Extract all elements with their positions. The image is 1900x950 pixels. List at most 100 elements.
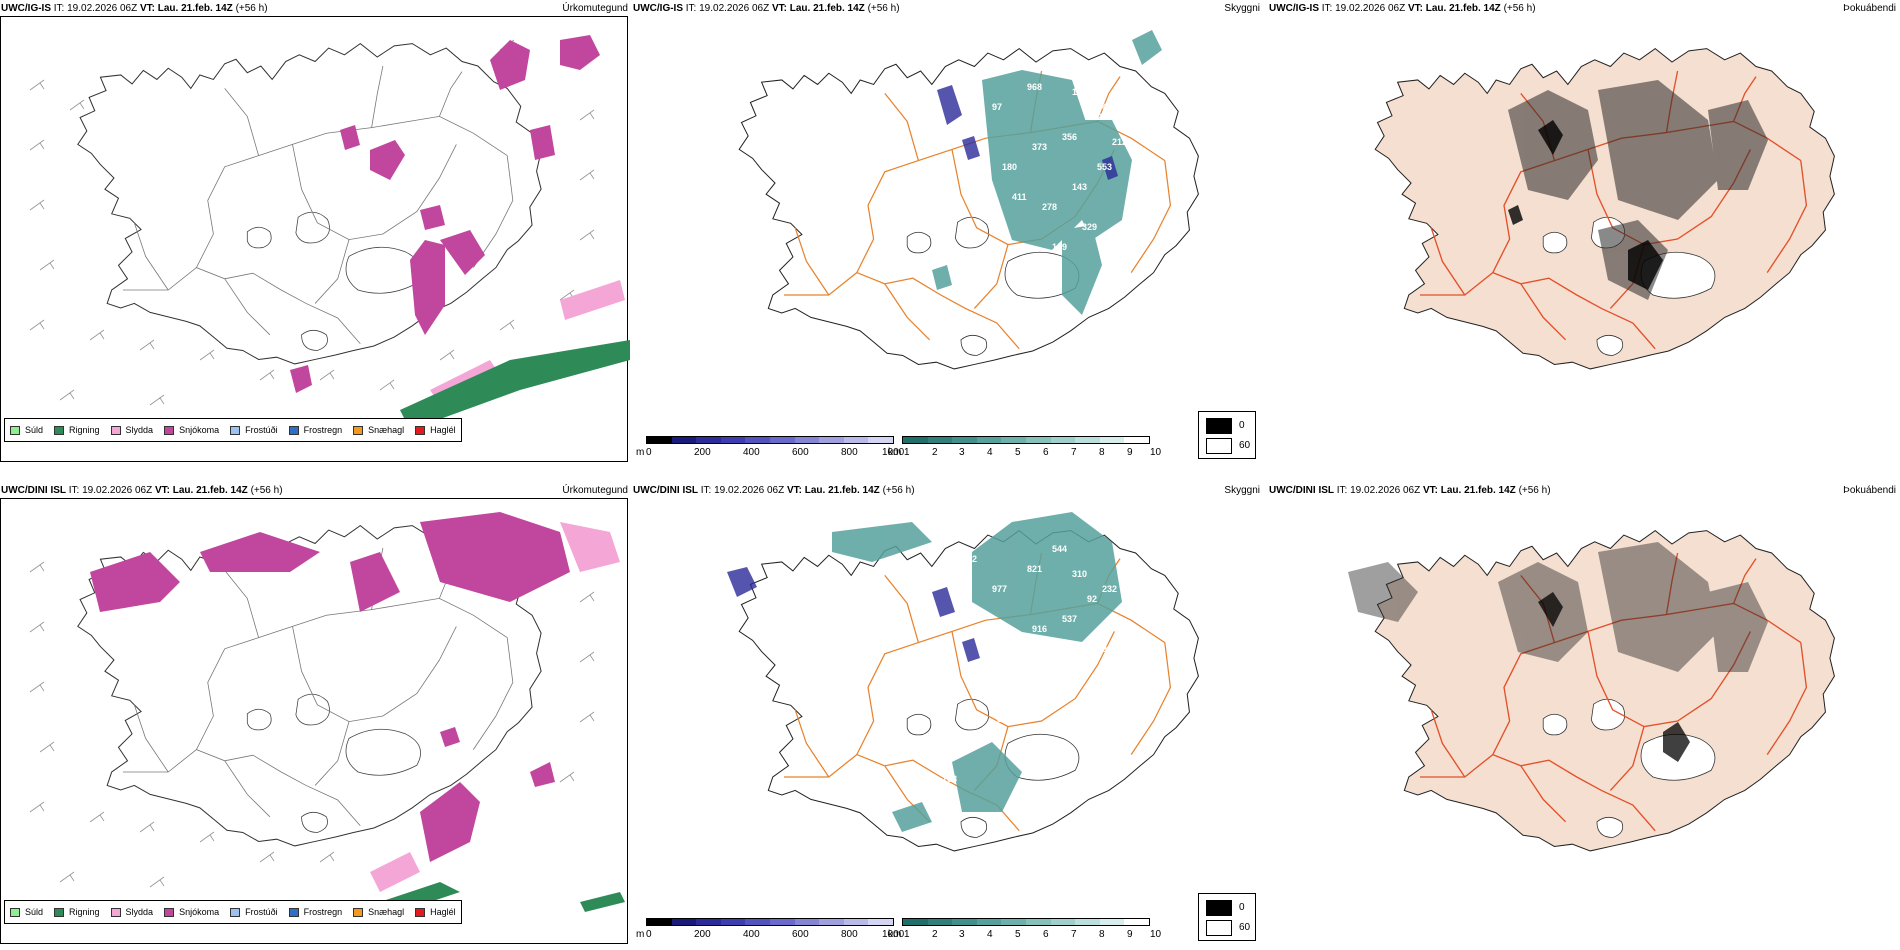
cloud-cover-map xyxy=(1348,530,1835,852)
ceiling-label: 97 xyxy=(992,102,1002,112)
cover-swatch-0 xyxy=(1206,418,1232,434)
ceiling-label: 77 xyxy=(1052,724,1062,734)
cover-swatch-60 xyxy=(1206,438,1232,454)
ceiling-label: 14 xyxy=(932,574,942,584)
panel-ceiling-row1: UWC/IG-IS IT: 19.02.2026 06Z VT: Lau. 21… xyxy=(632,0,1262,465)
ceiling-label: 281 xyxy=(977,182,992,192)
field-title: Úrkomutegund xyxy=(562,3,628,14)
cloud-shading xyxy=(1508,80,1768,300)
ceiling-label: 115 xyxy=(1027,262,1042,272)
ceiling-label: 149 xyxy=(1052,242,1067,252)
ceiling-unit: m xyxy=(636,447,645,458)
field-title: Þokuábendi xyxy=(1843,485,1896,496)
model-name: UWC/IG-IS xyxy=(1,3,51,14)
cover-legend: 0 60 xyxy=(1198,893,1256,941)
field-title: Skyggni xyxy=(1224,485,1260,496)
panel-precip-type-row2: UWC/DINI ISL IT: 19.02.2026 06Z VT: Lau.… xyxy=(0,482,630,947)
it-label: IT: xyxy=(53,3,65,14)
ceiling-label: 553 xyxy=(1097,162,1112,172)
visibility-unit: km xyxy=(888,447,902,458)
precip-type-legend: Súld Rigning Slydda Snjókoma Frostúði Fr… xyxy=(4,900,462,924)
precip-type-legend: Súld Rigning Slydda Snjókoma Frostúði Fr… xyxy=(4,418,462,442)
ceiling-label: 278 xyxy=(1042,202,1057,212)
ceiling-label: 18 xyxy=(952,594,962,604)
ceiling-label: 108 xyxy=(942,774,957,784)
panel-header: UWC/DINI ISL IT: 19.02.2026 06Z VT: Lau.… xyxy=(1,485,283,496)
ceiling-label: 324 xyxy=(997,714,1012,724)
ceiling-label: 307 xyxy=(1042,684,1057,694)
low-ceiling-areas xyxy=(937,85,1118,180)
ceiling-label: 143 xyxy=(1072,182,1087,192)
ceiling-label: 180 xyxy=(1072,664,1087,674)
ceiling-label: 310 xyxy=(1072,569,1087,579)
cloud-cover-map xyxy=(1374,48,1835,370)
panel-precip-type-row1: UWC/IG-IS IT: 19.02.2026 06Z VT: Lau. 21… xyxy=(0,0,630,465)
legend-swatch xyxy=(353,425,364,435)
vt-label: VT: xyxy=(139,3,155,14)
ceiling-label: 977 xyxy=(992,584,1007,594)
dense-cloud xyxy=(1508,120,1663,290)
lead-time: (+56 h) xyxy=(235,3,268,14)
ceiling-label: 553 xyxy=(962,72,977,82)
legend-swatch xyxy=(110,425,121,435)
ceiling-label: 411 xyxy=(1012,192,1027,202)
low-ceiling-areas xyxy=(727,567,980,662)
ceiling-label: 232 xyxy=(1102,584,1117,594)
ceiling-label: 189 xyxy=(1072,87,1087,97)
cover-legend: 0 60 xyxy=(1198,411,1256,459)
ceiling-label: 544 xyxy=(1052,544,1067,554)
legend-item: Rigning xyxy=(54,425,100,435)
ceiling-label: 12 xyxy=(922,614,932,624)
low-visibility-areas xyxy=(932,30,1162,315)
ceiling-label: 219 xyxy=(1082,704,1097,714)
legend-item: Súld xyxy=(10,425,43,435)
precip-map xyxy=(29,35,630,430)
ceiling-label: 161 xyxy=(1027,744,1042,754)
panel-frame xyxy=(0,498,628,944)
legend-item: Slydda xyxy=(110,425,153,435)
ceiling-label: 92 xyxy=(1087,594,1097,604)
ceiling-label: 453 xyxy=(1112,619,1127,629)
ceiling-label: 329 xyxy=(1082,222,1097,232)
field-title: Skyggni xyxy=(1224,3,1260,14)
snow-areas xyxy=(90,512,570,862)
legend-swatch xyxy=(288,425,299,435)
panel-header: UWC/IG-IS IT: 19.02.2026 06Z VT: Lau. 21… xyxy=(633,3,900,14)
panel-header: UWC/DINI ISL IT: 19.02.2026 06Z VT: Lau.… xyxy=(633,485,915,496)
rain-areas xyxy=(400,340,630,430)
dense-cloud xyxy=(1538,592,1690,762)
field-title: Úrkomutegund xyxy=(562,485,628,496)
model-name: UWC/DINI ISL xyxy=(1,485,66,496)
legend-swatch xyxy=(10,425,20,435)
low-visibility-areas xyxy=(832,512,1122,832)
it-value: 19.02.2026 06Z xyxy=(67,3,138,14)
legend-item: Snjókoma xyxy=(164,425,219,435)
ceiling-visibility-map: 553 97 968 246 189 162 356 373 180 281 411 278 143 55… xyxy=(738,30,1199,370)
legend-item: Snæhagl xyxy=(353,425,404,435)
legend-swatch xyxy=(54,425,65,435)
ceiling-label: 821 xyxy=(1027,564,1042,574)
legend-swatch xyxy=(230,425,241,435)
legend-swatch xyxy=(164,425,175,435)
panel-cloud-cover-row2: UWC/DINI ISL IT: 19.02.2026 06Z VT: Lau.… xyxy=(1268,482,1898,947)
ceiling-label: 293 xyxy=(1097,644,1112,654)
vt-value: Lau. 21.feb. 14Z xyxy=(157,3,233,14)
ceiling-label: 162 xyxy=(1087,112,1102,122)
cloud-shading xyxy=(1348,542,1768,672)
ceiling-label: 302 xyxy=(1002,644,1017,654)
ceiling-label: 246 xyxy=(1052,62,1067,72)
ceiling-label: 916 xyxy=(1032,624,1047,634)
legend-item: Frostregn xyxy=(288,425,342,435)
panel-header: UWC/IG-IS IT: 19.02.2026 06Z VT: Lau. 21… xyxy=(1269,3,1536,14)
ceiling-label: 796 xyxy=(1012,674,1027,684)
snow-areas xyxy=(290,35,600,393)
visibility-colorbar-bar xyxy=(902,436,1150,444)
panel-header: UWC/DINI ISL IT: 19.02.2026 06Z VT: Lau.… xyxy=(1269,485,1551,496)
sleet-areas xyxy=(370,522,620,892)
panel-frame xyxy=(0,16,628,462)
ceiling-label: 212 xyxy=(1112,137,1127,147)
ceiling-label: 537 xyxy=(1062,614,1077,624)
ceiling-label: 180 xyxy=(1002,162,1017,172)
legend-item: Haglél xyxy=(415,425,456,435)
ceiling-label: 373 xyxy=(1032,142,1047,152)
